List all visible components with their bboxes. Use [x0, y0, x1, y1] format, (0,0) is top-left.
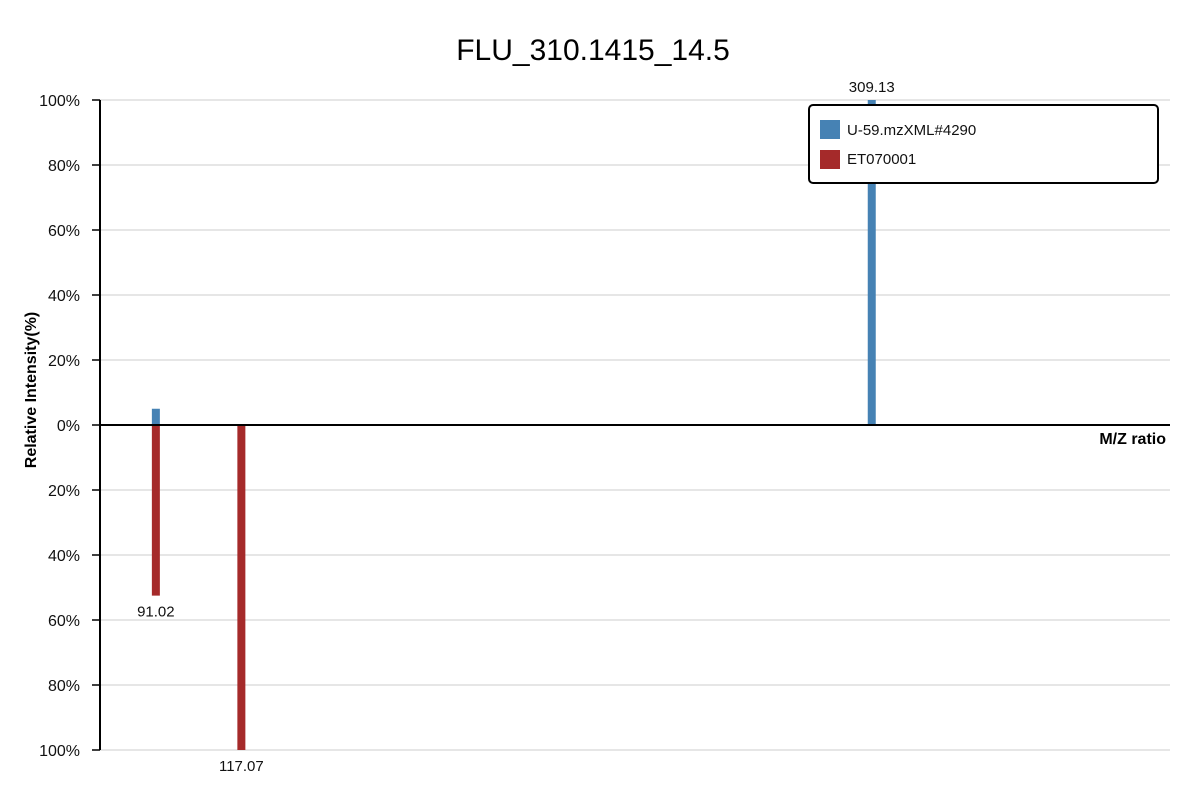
gridlines: [100, 99, 1170, 751]
y-tick-label: 60%: [48, 613, 80, 630]
y-tick-label: 40%: [48, 288, 80, 305]
y-tick-label: 40%: [48, 548, 80, 565]
y-tick-label: 80%: [48, 678, 80, 695]
legend: U-59.mzXML#4290 ET070001: [808, 104, 1159, 184]
y-tick-label: 0%: [57, 418, 80, 435]
peak-labels: 309.13 91.02 117.07: [137, 79, 895, 775]
peak-bar-series-2: [237, 425, 246, 750]
peak-label: 91.02: [137, 604, 175, 621]
y-tick-label: 20%: [48, 353, 80, 370]
y-tick-label: 60%: [48, 223, 80, 240]
chart-title: FLU_310.1415_14.5: [456, 34, 730, 67]
y-tick-label: 100%: [39, 743, 80, 760]
legend-label-series-1: U-59.mzXML#4290: [847, 122, 976, 139]
y-tick-label: 100%: [39, 93, 80, 110]
peak-label: 117.07: [219, 758, 264, 775]
legend-box: [808, 104, 1159, 184]
peak-bar-series-1: [151, 408, 160, 425]
y-axis-ticks: 100% 80% 60% 40% 20% 0% 20% 40% 60% 80% 100%: [39, 93, 100, 760]
y-axis-label: Relative Intensity(%): [23, 312, 40, 468]
legend-label-series-2: ET070001: [847, 151, 916, 168]
y-tick-label: 80%: [48, 158, 80, 175]
peak-bar-series-1: [867, 100, 876, 425]
y-tick-label: 20%: [48, 483, 80, 500]
peak-bar-series-2: [151, 425, 160, 596]
peaks: [151, 100, 876, 750]
peak-label: 309.13: [849, 79, 895, 96]
legend-swatch-series-1: [820, 120, 840, 139]
x-axis-label: M/Z ratio: [1099, 431, 1166, 448]
legend-swatch-series-2: [820, 150, 840, 169]
